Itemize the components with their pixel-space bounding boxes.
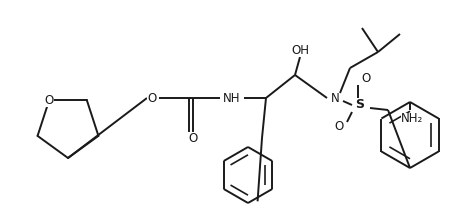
- Text: O: O: [188, 132, 198, 145]
- Text: O: O: [147, 92, 157, 105]
- Text: O: O: [334, 121, 344, 133]
- Text: N: N: [331, 92, 340, 105]
- Text: S: S: [355, 98, 365, 111]
- Text: O: O: [44, 94, 54, 107]
- Text: O: O: [361, 71, 371, 84]
- Text: NH: NH: [223, 92, 241, 105]
- Text: OH: OH: [291, 43, 309, 57]
- Text: NH₂: NH₂: [401, 113, 423, 125]
